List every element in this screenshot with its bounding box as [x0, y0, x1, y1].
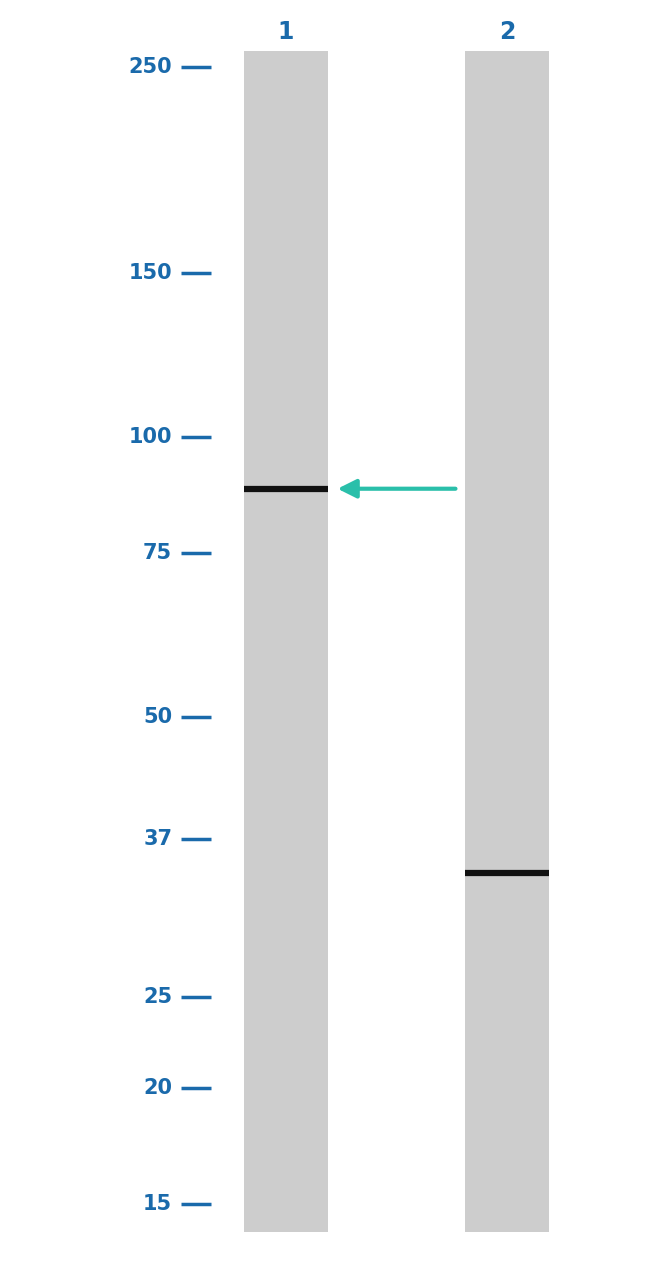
- Text: 75: 75: [143, 544, 172, 564]
- Text: 250: 250: [129, 57, 172, 76]
- Text: 25: 25: [143, 987, 172, 1007]
- Text: 2: 2: [499, 20, 515, 43]
- Bar: [465, 51, 549, 1232]
- Text: 50: 50: [143, 707, 172, 728]
- Bar: [244, 51, 328, 1232]
- Text: 100: 100: [129, 427, 172, 447]
- Text: 150: 150: [129, 263, 172, 283]
- Text: 1: 1: [278, 20, 294, 43]
- Text: 15: 15: [143, 1194, 172, 1214]
- Text: 20: 20: [143, 1078, 172, 1097]
- Text: 37: 37: [143, 829, 172, 848]
